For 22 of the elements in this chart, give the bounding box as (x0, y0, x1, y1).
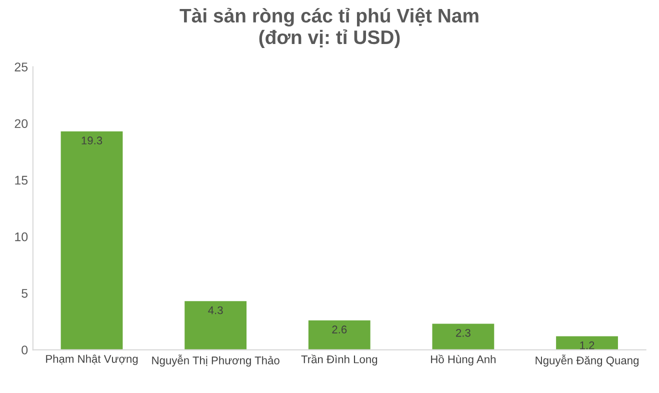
x-tick-label: Nguyễn Thị Phương Thảo (152, 354, 280, 367)
x-tick-label: Trần Đình Long (301, 354, 378, 366)
x-tick-label: Phạm Nhật Vượng (46, 354, 138, 366)
bar (556, 336, 618, 350)
data-label: 2.3 (456, 328, 470, 337)
y-tick-label: 25 (14, 62, 28, 72)
data-label: 19.3 (82, 136, 102, 144)
y-tick-label: 5 (22, 289, 28, 298)
bar (184, 301, 247, 350)
y-tick-label: 0 (22, 346, 28, 354)
bar (60, 131, 123, 350)
x-tick-label: Nguyễn Đăng Quang (536, 354, 638, 367)
x-tick-label: Hồ Hùng Anh (431, 354, 496, 366)
y-tick-label: 15 (15, 176, 28, 185)
data-label: 2.6 (332, 326, 347, 334)
bar (308, 320, 370, 350)
y-tick-label: 20 (14, 119, 28, 128)
data-label: 1.2 (580, 341, 594, 350)
y-tick-label: 10 (15, 232, 28, 242)
data-label: 4.3 (208, 306, 223, 314)
chart-title: Tài sản ròng các tỉ phú Việt Nam (đơn vị: tỉ USD) (180, 8, 478, 48)
bar (432, 324, 494, 350)
